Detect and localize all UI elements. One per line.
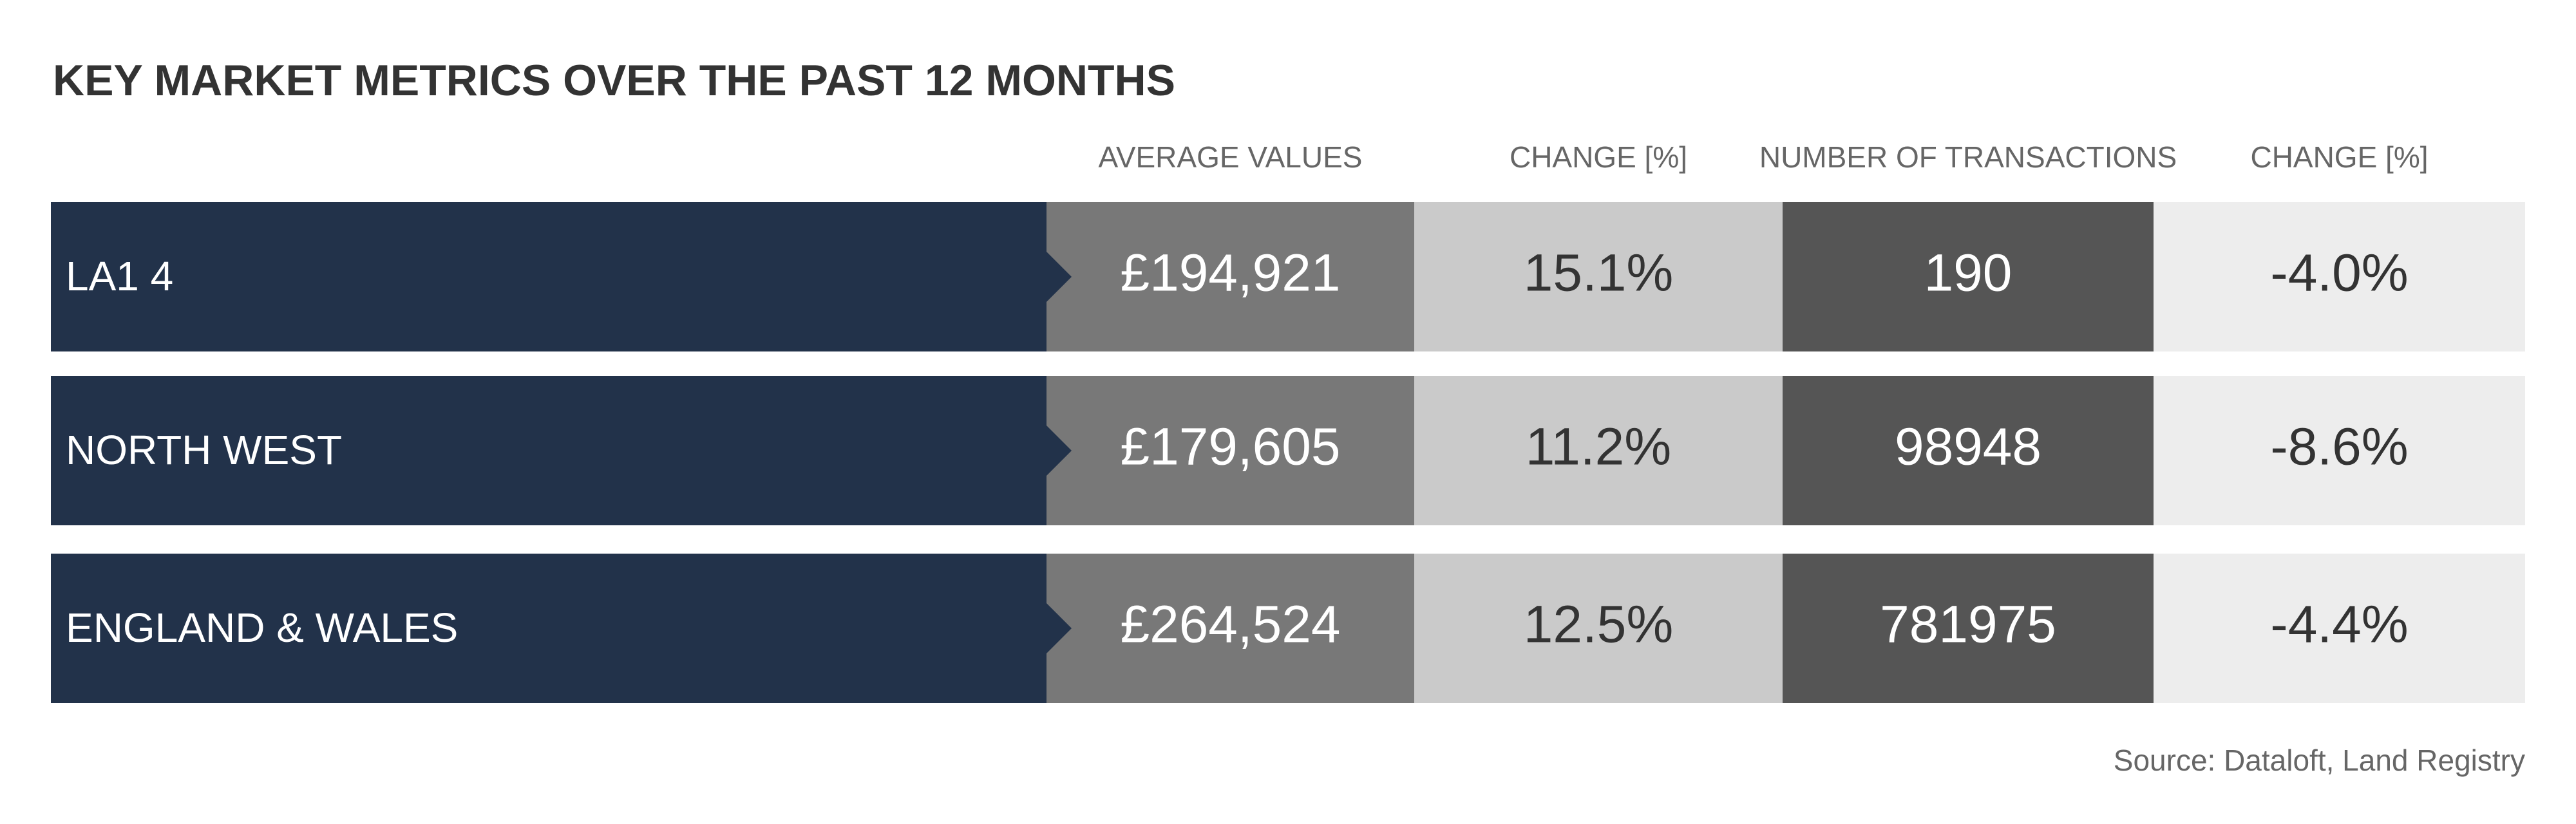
column-header: NUMBER OF TRANSACTIONS: [1759, 140, 2177, 174]
row-label-cell: [51, 554, 1046, 703]
value-change-cell: [1414, 202, 1783, 351]
title: KEY MARKET METRICS OVER THE PAST 12 MONT…: [53, 56, 1175, 105]
transactions: 190: [1924, 244, 2012, 303]
row-arrow: [1046, 425, 1072, 476]
value-change-cell: [1414, 554, 1783, 703]
value-change: 15.1%: [1524, 244, 1674, 303]
column-header: CHANGE [%]: [2250, 140, 2428, 174]
transactions-cell: [1783, 202, 2154, 351]
transactions-change-cell: [2154, 554, 2525, 703]
row-label: ENGLAND & WALES: [66, 604, 458, 651]
average-value-cell: [1046, 376, 1414, 525]
transactions-cell: [1783, 554, 2154, 703]
transactions-change: -4.0%: [2270, 244, 2408, 303]
average-value: £194,921: [1120, 244, 1340, 303]
transactions-change-cell: [2154, 202, 2525, 351]
column-header: AVERAGE VALUES: [1099, 140, 1363, 174]
average-value-cell: [1046, 554, 1414, 703]
transactions: 781975: [1880, 595, 2056, 654]
average-value: £264,524: [1120, 595, 1340, 654]
transactions-change: -8.6%: [2270, 418, 2408, 476]
row-label: NORTH WEST: [66, 427, 342, 473]
value-change-cell: [1414, 376, 1783, 525]
row-label: LA1 4: [66, 253, 173, 299]
transactions: 98948: [1895, 418, 2041, 476]
value-change: 12.5%: [1524, 595, 1674, 654]
value-change: 11.2%: [1526, 418, 1671, 476]
average-value-cell: [1046, 202, 1414, 351]
column-header: CHANGE [%]: [1510, 140, 1687, 174]
transactions-cell: [1783, 376, 2154, 525]
row-arrow: [1046, 603, 1072, 654]
row-arrow: [1046, 251, 1072, 303]
transactions-change: -4.4%: [2270, 595, 2408, 654]
transactions-change-cell: [2154, 376, 2525, 525]
row-label-cell: [51, 376, 1046, 525]
average-value: £179,605: [1120, 418, 1340, 476]
source: Source: Dataloft, Land Registry: [2114, 744, 2525, 777]
row-label-cell: [51, 202, 1046, 351]
